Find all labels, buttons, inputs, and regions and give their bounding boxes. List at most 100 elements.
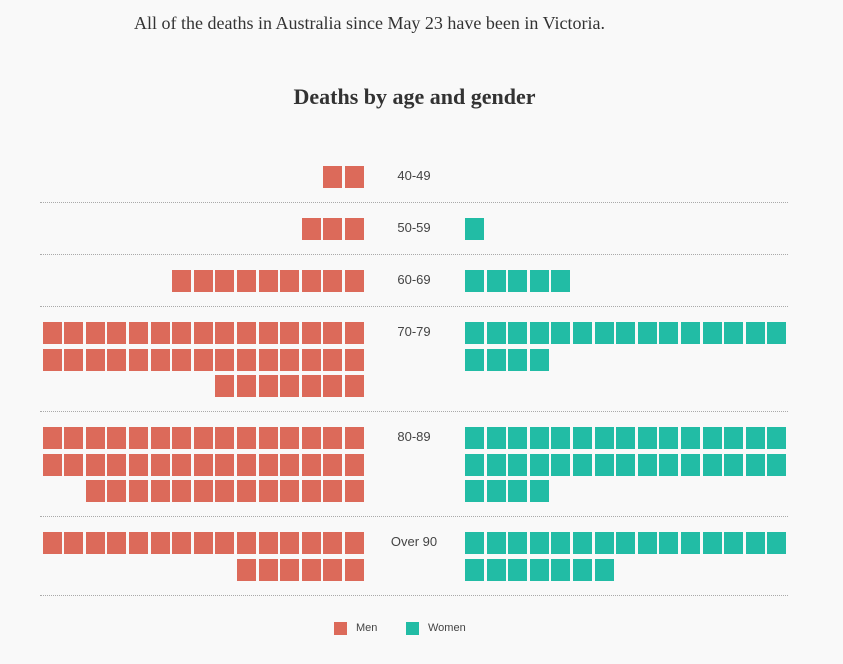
women-death-square <box>573 427 592 449</box>
men-death-square <box>129 348 148 371</box>
women-death-square <box>594 532 614 554</box>
men-death-square <box>258 322 278 344</box>
men-death-square <box>323 218 343 240</box>
women-death-square <box>659 427 679 449</box>
women-death-square <box>637 322 657 344</box>
women-death-square <box>594 453 614 476</box>
men-death-square <box>215 348 235 371</box>
men-death-square <box>193 270 213 292</box>
women-death-square <box>702 532 722 554</box>
men-death-square <box>301 532 321 554</box>
men-death-square <box>172 427 192 449</box>
men-death-square <box>215 375 235 397</box>
men-death-square <box>107 532 127 554</box>
men-death-square <box>280 480 300 502</box>
men-death-square <box>345 375 364 397</box>
men-death-square <box>301 218 321 240</box>
women-death-square <box>486 348 506 371</box>
men-death-square <box>172 322 192 344</box>
age-row-40-49: 40-49 <box>40 150 790 202</box>
women-death-square <box>486 558 506 581</box>
men-death-square <box>193 480 213 502</box>
men-death-square <box>323 375 343 397</box>
men-death-square <box>323 348 343 371</box>
men-death-square <box>107 427 127 449</box>
men-death-square <box>129 322 148 344</box>
men-death-square <box>42 348 62 371</box>
men-death-square <box>345 348 364 371</box>
women-death-square <box>551 270 571 292</box>
men-death-square <box>85 322 105 344</box>
women-death-square <box>465 322 484 344</box>
men-death-square <box>107 348 127 371</box>
men-death-square <box>258 558 278 581</box>
women-death-square <box>724 453 744 476</box>
men-death-square <box>129 453 148 476</box>
legend-label-women: Women <box>428 622 466 634</box>
women-death-square <box>508 427 528 449</box>
men-death-square <box>215 427 235 449</box>
women-death-square <box>529 427 549 449</box>
women-death-square <box>486 480 506 502</box>
men-death-square <box>107 322 127 344</box>
women-death-square <box>486 427 506 449</box>
women-death-square <box>767 427 787 449</box>
men-death-square <box>172 532 192 554</box>
men-death-square <box>107 480 127 502</box>
row-divider <box>40 516 788 517</box>
men-death-square <box>345 532 364 554</box>
men-death-square <box>258 348 278 371</box>
legend-swatch-men <box>334 622 347 635</box>
women-death-square <box>486 270 506 292</box>
row-divider <box>40 202 788 203</box>
men-death-square <box>172 270 192 292</box>
men-death-square <box>129 532 148 554</box>
men-death-square <box>150 532 170 554</box>
women-death-square <box>486 532 506 554</box>
row-divider <box>40 411 788 412</box>
men-death-square <box>345 453 364 476</box>
age-label: 70-79 <box>397 324 431 339</box>
women-death-square <box>767 322 787 344</box>
waffle-chart: 40-49 50-59 60-69 70-79 80-89 Over 90 <box>40 150 790 615</box>
women-death-square <box>465 532 484 554</box>
men-death-square <box>258 480 278 502</box>
men-death-square <box>85 427 105 449</box>
women-death-square <box>573 453 592 476</box>
men-death-square <box>215 480 235 502</box>
men-death-square <box>301 270 321 292</box>
men-death-square <box>85 348 105 371</box>
women-death-square <box>551 532 571 554</box>
men-death-square <box>42 453 62 476</box>
women-death-square <box>508 453 528 476</box>
women-death-square <box>529 558 549 581</box>
men-death-square <box>280 558 300 581</box>
men-death-square <box>301 348 321 371</box>
men-death-square <box>237 322 256 344</box>
women-death-square <box>681 427 700 449</box>
men-death-square <box>150 453 170 476</box>
women-death-square <box>465 218 484 240</box>
men-death-square <box>323 558 343 581</box>
women-death-square <box>637 532 657 554</box>
age-row-80-89: 80-89 <box>40 411 790 516</box>
men-death-square <box>215 322 235 344</box>
men-death-square <box>193 348 213 371</box>
men-death-square <box>150 480 170 502</box>
age-label: 80-89 <box>397 429 431 444</box>
women-death-square <box>529 270 549 292</box>
women-death-square <box>681 453 700 476</box>
men-death-square <box>345 427 364 449</box>
men-death-square <box>215 270 235 292</box>
age-label: 50-59 <box>397 220 431 235</box>
men-death-square <box>323 270 343 292</box>
men-death-square <box>150 348 170 371</box>
men-death-square <box>258 270 278 292</box>
women-death-square <box>594 322 614 344</box>
women-death-square <box>702 453 722 476</box>
women-death-square <box>508 348 528 371</box>
women-death-square <box>616 453 636 476</box>
women-death-square <box>659 453 679 476</box>
men-death-square <box>237 480 256 502</box>
men-death-square <box>345 270 364 292</box>
